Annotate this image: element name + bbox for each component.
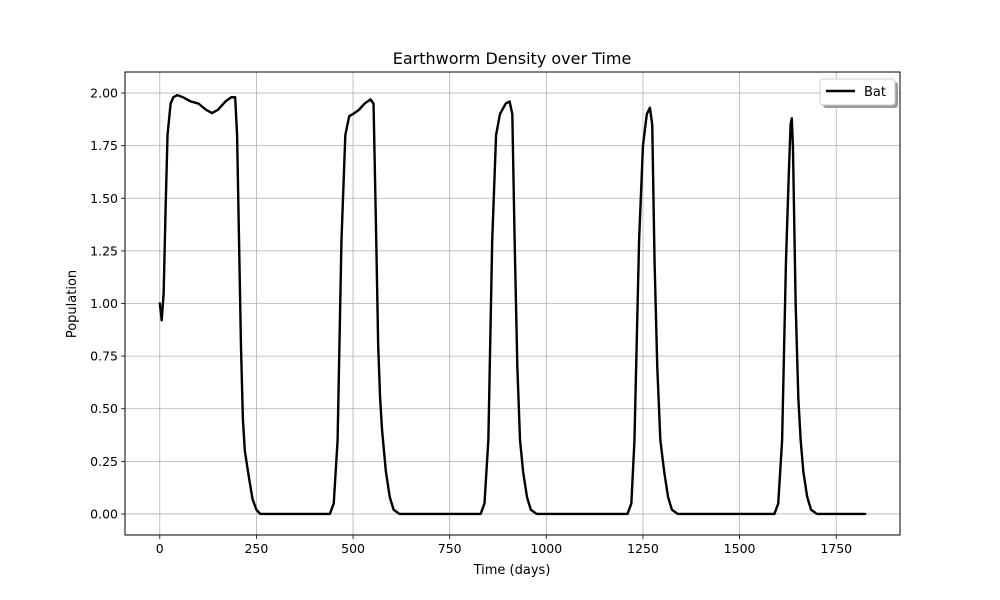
chart-title: Earthworm Density over Time <box>393 49 632 68</box>
y-axis: 0.00 0.25 0.50 0.75 1.00 1.25 1.50 1.75 2.00 <box>90 86 125 521</box>
y-tick-label: 1.25 <box>90 243 118 258</box>
x-axis-label: Time (days) <box>473 563 551 578</box>
legend-box <box>819 78 896 106</box>
y-tick-label: 1.00 <box>90 296 118 311</box>
y-tick-label: 0.00 <box>90 506 118 521</box>
grid <box>125 72 900 535</box>
legend: Bat <box>819 78 898 108</box>
x-tick-label: 1000 <box>530 541 562 556</box>
y-tick-label: 0.75 <box>90 349 118 364</box>
x-axis: 0 250 500 750 1000 1250 1500 1750 <box>156 535 852 556</box>
y-tick-label: 2.00 <box>90 86 118 101</box>
x-tick-label: 750 <box>438 541 462 556</box>
y-tick-label: 1.50 <box>90 191 118 206</box>
y-tick-label: 0.25 <box>90 454 118 469</box>
x-tick-label: 1250 <box>627 541 659 556</box>
x-tick-label: 0 <box>156 541 164 556</box>
series-line-bat <box>158 93 867 516</box>
y-tick-label: 0.50 <box>90 401 118 416</box>
x-tick-label: 1500 <box>724 541 756 556</box>
y-axis-label: Population <box>65 270 80 338</box>
x-tick-label: 500 <box>341 541 365 556</box>
y-tick-label: 1.75 <box>90 138 118 153</box>
x-tick-label: 250 <box>244 541 268 556</box>
legend-label-bat: Bat <box>864 85 886 100</box>
x-tick-label: 1750 <box>820 541 852 556</box>
series-layer <box>158 93 867 516</box>
